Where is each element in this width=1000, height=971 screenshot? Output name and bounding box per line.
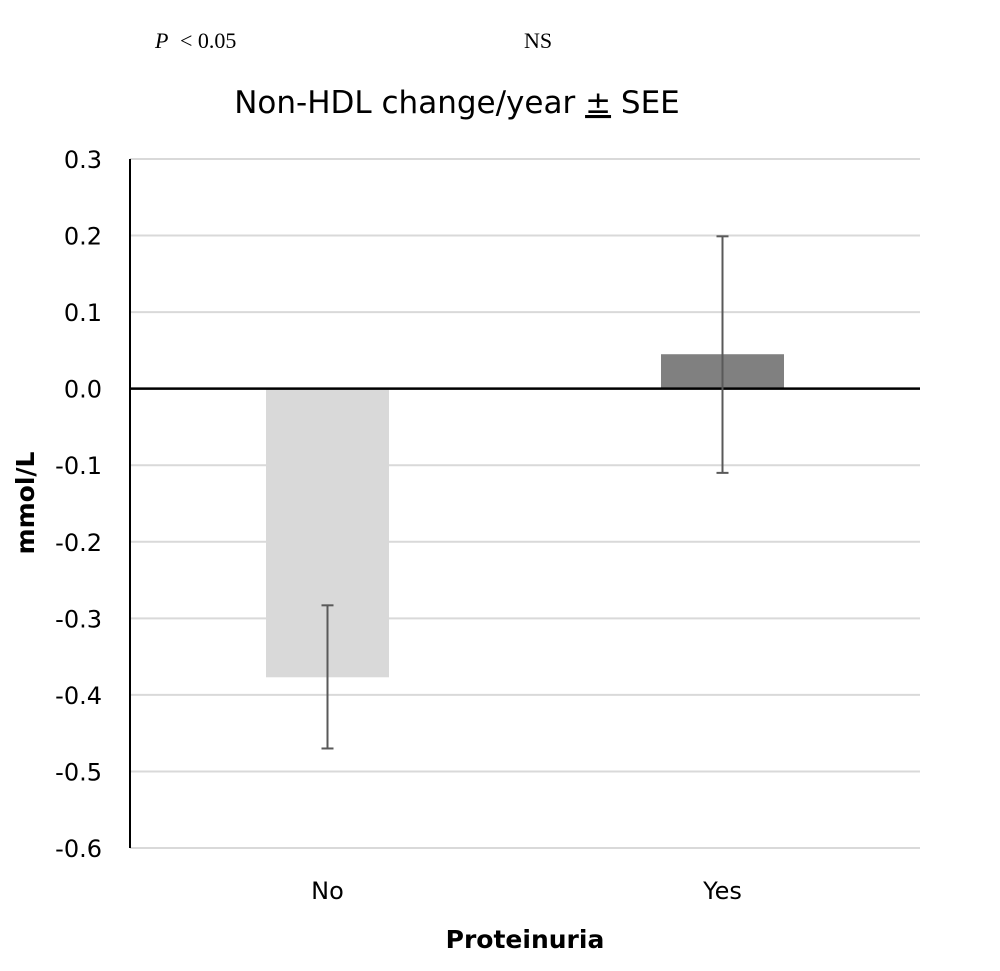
y-tick-label: -0.6 xyxy=(55,835,102,863)
chart-title-plus-minus: ± xyxy=(585,85,611,121)
gridlines xyxy=(130,158,920,849)
y-tick-label: -0.1 xyxy=(55,452,102,480)
significance-annotation-no: P < 0.05 xyxy=(154,28,236,53)
chart-title: Non-HDL change/year ± SEE xyxy=(234,85,680,121)
x-tick-label: No xyxy=(311,877,344,905)
p-value: < 0.05 xyxy=(180,28,236,53)
y-tick-label: -0.4 xyxy=(55,682,102,710)
y-tick-label: -0.2 xyxy=(55,529,102,557)
x-tick-labels: No Yes xyxy=(311,877,742,905)
error-bars xyxy=(321,235,729,750)
y-tick-label: -0.5 xyxy=(55,758,102,786)
y-tick-label: 0.0 xyxy=(64,376,102,404)
x-tick-label: Yes xyxy=(702,877,742,905)
y-axis-title: mmol/L xyxy=(11,451,40,554)
bars xyxy=(266,354,784,678)
y-tick-label: -0.3 xyxy=(55,605,102,633)
x-axis-title: Proteinuria xyxy=(446,925,605,954)
chart-title-main: Non-HDL change/year xyxy=(234,85,585,121)
axes xyxy=(129,159,920,848)
y-tick-label: 0.2 xyxy=(64,223,102,251)
chart-title-end: SEE xyxy=(621,85,680,121)
p-symbol: P xyxy=(154,28,168,53)
y-tick-label: 0.1 xyxy=(64,299,102,327)
y-tick-labels: 0.3 0.2 0.1 0.0 -0.1 -0.2 -0.3 -0.4 -0.5 -0.6 xyxy=(55,146,102,863)
y-tick-label: 0.3 xyxy=(64,146,102,174)
significance-annotation-yes: NS xyxy=(524,28,552,53)
